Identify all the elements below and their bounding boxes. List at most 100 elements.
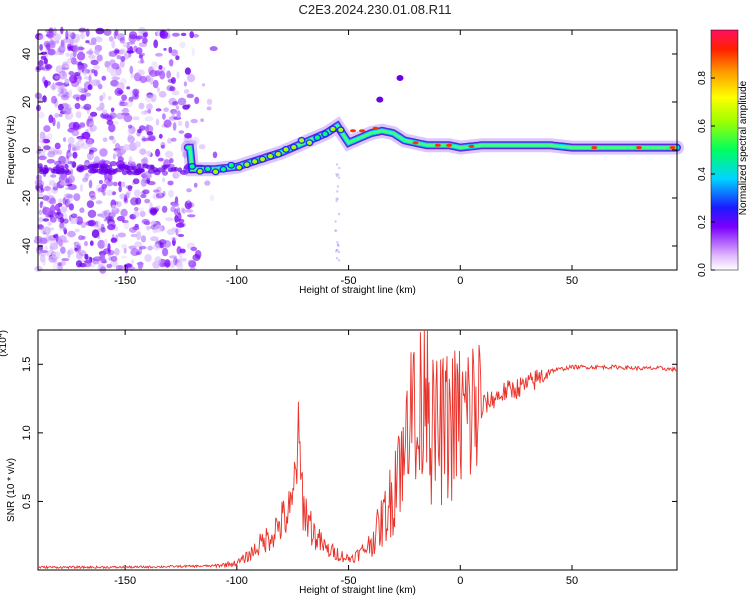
heatmap-noise-blob — [126, 170, 133, 176]
heatmap-noise-blob — [89, 152, 94, 160]
heatmap-noise-blob — [81, 131, 91, 140]
heatmap-noise-blob — [96, 106, 103, 111]
heatmap-noise-blob — [123, 114, 133, 123]
scale-close: ) — [0, 330, 9, 333]
heatmap-noise-blob — [48, 214, 55, 218]
heatmap-noise-blob — [171, 111, 175, 119]
heatmap-noise-blob — [72, 121, 80, 131]
heatmap-noise-blob — [48, 227, 55, 231]
heatmap-noise-blob — [138, 52, 145, 57]
heatmap-noise-blob — [123, 220, 130, 230]
heatmap-noise-blob — [166, 70, 172, 79]
snr-ylabel: SNR (10 * v/v) — [6, 458, 17, 522]
heatmap-noise-blob — [47, 221, 52, 227]
heatmap-noise-blob — [159, 30, 168, 39]
heatmap-noise-blob — [106, 180, 114, 187]
heatmap-noise-blob — [187, 259, 194, 266]
heatmap-noise-blob — [128, 156, 133, 164]
heatmap-noise-blob — [73, 72, 81, 76]
heatmap-noise-blob — [40, 55, 47, 60]
heatmap-noise-blob — [144, 198, 151, 204]
heatmap-noise-blob — [59, 45, 65, 52]
heatmap-noise-blob — [172, 237, 176, 247]
snr-xlabel: Height of straight line (km) — [299, 585, 416, 596]
heatmap-noise-blob — [70, 32, 76, 40]
heatmap-noise-blob — [43, 226, 51, 236]
heatmap-noise-blob — [170, 236, 179, 241]
heatmap-noise-blob — [68, 89, 73, 99]
colorbar-tick-label: 0.6 — [697, 119, 708, 133]
heatmap-noise-blob — [171, 90, 180, 96]
heatmap-noise-blob — [155, 52, 163, 57]
heatmap-noise-cloud — [33, 26, 218, 274]
heatmap-trace — [180, 75, 684, 262]
trace-hotspot — [412, 141, 419, 145]
heatmap-noise-blob — [65, 52, 71, 57]
heatmap-noise-blob — [65, 30, 69, 40]
heatmap-noise-blob — [162, 262, 171, 267]
heatmap-noise-blob — [57, 103, 64, 111]
heatmap-noise-blob — [127, 49, 134, 54]
heatmap-noise-blob — [141, 137, 151, 142]
heatmap-noise-blob — [38, 209, 43, 216]
heatmap-noise-blob — [168, 189, 174, 198]
heatmap-noise-blob — [86, 200, 95, 209]
heatmap-noise-blob — [47, 48, 56, 56]
heatmap-noise-blob — [87, 209, 97, 218]
trace-blob — [330, 126, 336, 132]
heatmap-noise-blob — [106, 189, 113, 197]
trace-blob — [197, 169, 203, 174]
heatmap-noise-blob — [78, 216, 83, 222]
heatmap-noise-blob — [64, 78, 70, 85]
heatmap-noise-blob — [117, 232, 127, 238]
heatmap-noise-blob — [90, 59, 99, 66]
heatmap-noise-blob — [55, 65, 64, 74]
heatmap-noise-blob — [127, 185, 133, 192]
heatmap-noise-blob — [115, 143, 120, 149]
heatmap-noise-blob — [63, 227, 67, 232]
heatmap-noise-blob — [46, 30, 55, 39]
heatmap-noise-blob — [51, 211, 59, 215]
heatmap-noise-blob — [42, 218, 50, 222]
heatmap-noise-blob — [338, 166, 341, 170]
heatmap-noise-blob — [118, 165, 125, 171]
heatmap-noise-blob — [178, 130, 185, 134]
heatmap-noise-blob — [84, 240, 88, 247]
heatmap-noise-blob — [122, 220, 129, 224]
heatmap-noise-blob — [190, 118, 198, 124]
trace-blob — [236, 165, 242, 170]
heatmap-noise-blob — [128, 96, 134, 103]
heatmap-noise-blob — [132, 116, 140, 121]
trace-blob — [220, 167, 226, 172]
heatmap-noise-blob — [128, 227, 137, 233]
heatmap-noise-blob — [93, 65, 101, 70]
heatmap-noise-blob — [184, 120, 190, 129]
heatmap-noise-blob — [134, 141, 141, 148]
heatmap-noise-blob — [54, 112, 59, 118]
heatmap-ylabel: Frequency (Hz) — [6, 116, 17, 185]
heatmap-noise-blob — [52, 117, 56, 127]
heatmap-noise-blob — [184, 200, 192, 210]
y-tick-label: 1.0 — [21, 425, 33, 440]
heatmap-noise-blob — [174, 215, 179, 223]
heatmap-noise-blob — [110, 237, 118, 243]
heatmap-noise-blob — [86, 138, 93, 148]
heatmap-noise-blob — [65, 64, 69, 68]
heatmap-noise-blob — [43, 125, 51, 133]
heatmap-noise-blob — [144, 116, 154, 122]
trace-blob — [252, 159, 258, 164]
heatmap-noise-blob — [38, 237, 48, 245]
heatmap-noise-blob — [90, 195, 97, 200]
heatmap-noise-blob — [162, 113, 166, 120]
heatmap-noise-blob — [54, 75, 61, 80]
heatmap-noise-blob — [115, 264, 123, 271]
heatmap-noise-blob — [180, 170, 189, 175]
heatmap-noise-blob — [179, 248, 186, 254]
heatmap-noise-blob — [42, 207, 52, 216]
heatmap-noise-blob — [39, 138, 43, 144]
heatmap-noise-blob — [179, 253, 183, 260]
heatmap-noise-blob — [116, 201, 122, 208]
heatmap-noise-blob — [59, 167, 65, 173]
heatmap-noise-blob — [186, 188, 192, 193]
heatmap-noise-blob — [45, 234, 51, 242]
